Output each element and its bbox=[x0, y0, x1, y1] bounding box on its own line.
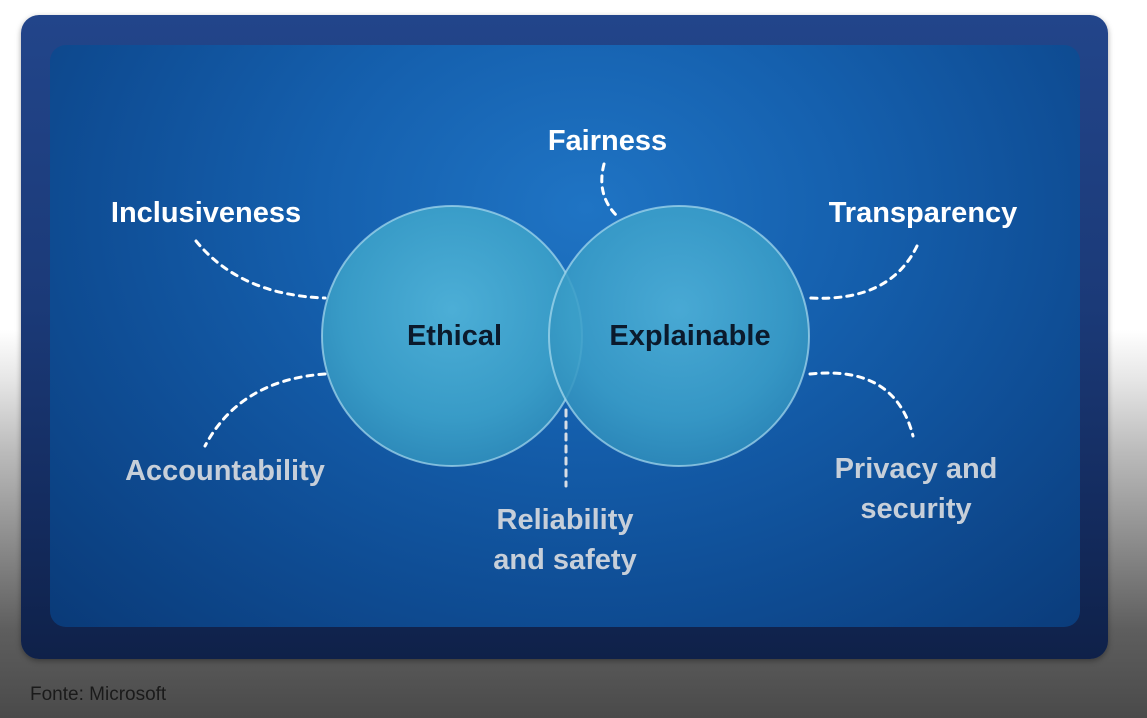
transparency-label: Transparency bbox=[828, 197, 1018, 229]
connector-transparency bbox=[808, 244, 919, 300]
connector-inclusiveness bbox=[194, 239, 327, 300]
accountability-label: Accountability bbox=[125, 455, 325, 487]
reliability-label-line1: Reliability bbox=[496, 504, 634, 536]
explainable-label: Explainable bbox=[609, 320, 771, 352]
reliability-label: Reliability and safety bbox=[470, 500, 660, 580]
fairness-label: Fairness bbox=[547, 125, 668, 157]
reliability-label-line2: and safety bbox=[493, 544, 637, 576]
connector-privacy bbox=[808, 371, 915, 438]
connector-accountability bbox=[203, 372, 327, 448]
privacy-label-line2: security bbox=[860, 493, 972, 525]
ethical-label: Ethical bbox=[406, 320, 503, 352]
privacy-label-line1: Privacy and bbox=[834, 453, 998, 485]
inclusiveness-label: Inclusiveness bbox=[110, 197, 302, 229]
privacy-label: Privacy and security bbox=[818, 449, 1014, 529]
connector-fairness bbox=[600, 162, 619, 218]
source-caption: Fonte: Microsoft bbox=[30, 684, 167, 705]
explainable-circle bbox=[548, 205, 810, 467]
